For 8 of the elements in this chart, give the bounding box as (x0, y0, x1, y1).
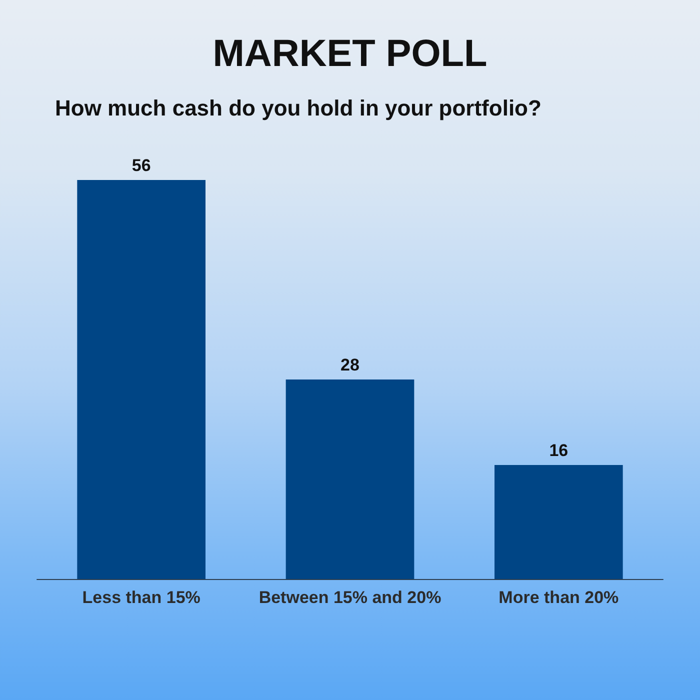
chart-title: MARKET POLL (212, 33, 488, 75)
x-tick-label: Between 15% and 20% (258, 588, 442, 607)
chart-subtitle: How much cash do you hold in your portfolio? (55, 96, 542, 120)
data-label: 56 (132, 156, 151, 175)
x-tick-label: Less than 15% (82, 588, 200, 607)
x-tick-label: More than 20% (498, 588, 619, 607)
data-label: 28 (340, 356, 360, 374)
data-label: 16 (549, 441, 568, 460)
